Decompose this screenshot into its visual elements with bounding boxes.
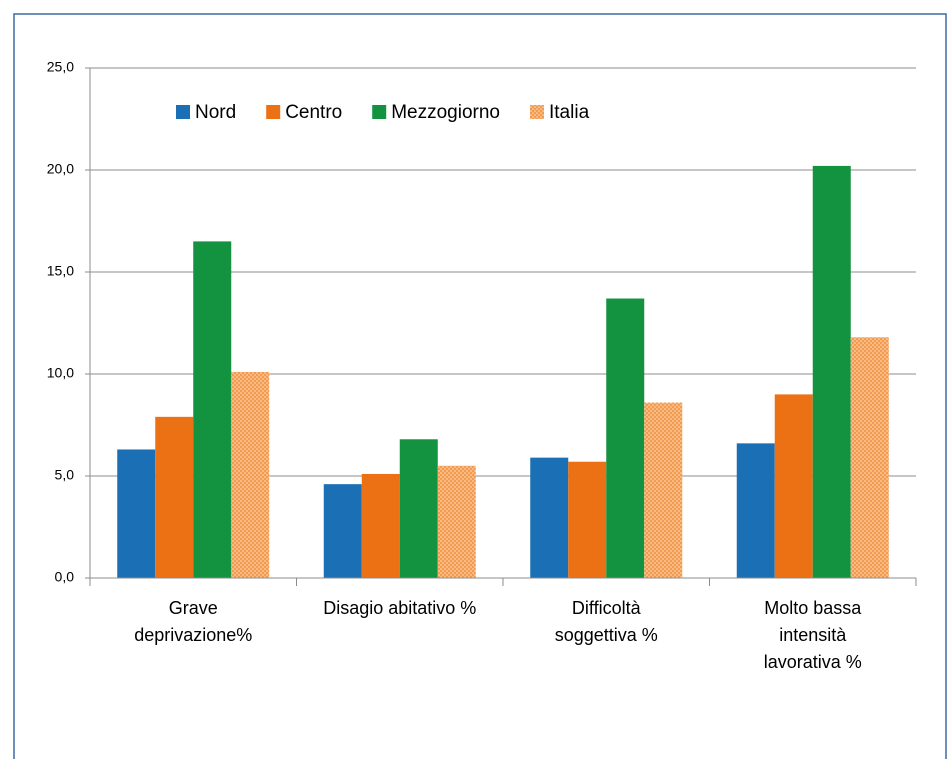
x-tick-label: Disagio abitativo %	[323, 598, 477, 618]
legend-swatch	[266, 105, 281, 119]
bar	[193, 241, 232, 578]
bar	[530, 457, 569, 578]
x-tick-label: Difficoltà soggettiva %	[554, 598, 658, 645]
legend-swatch	[372, 105, 387, 119]
x-tick-label: Grave deprivazione%	[134, 598, 253, 645]
bar	[437, 465, 476, 578]
bar	[644, 402, 683, 578]
legend-swatch	[530, 105, 544, 119]
y-tick-label: 5,0	[55, 467, 75, 483]
bar	[361, 473, 400, 578]
y-tick-label: 25,0	[47, 59, 74, 75]
frame	[13, 13, 947, 759]
bar	[231, 371, 270, 578]
bar	[736, 443, 775, 578]
bar	[568, 461, 607, 578]
bar	[606, 298, 645, 578]
y-tick-label: 0,0	[55, 569, 75, 585]
bar	[399, 439, 438, 578]
y-tick-label: 20,0	[47, 161, 74, 177]
legend-label: Nord	[195, 102, 236, 123]
bar	[774, 394, 813, 578]
bar	[117, 449, 156, 578]
bar	[812, 165, 851, 579]
legend-label: Centro	[285, 102, 342, 123]
y-tick-label: 15,0	[47, 263, 74, 279]
y-tick-label: 10,0	[47, 365, 74, 381]
bar	[155, 416, 194, 578]
legend-swatch	[176, 105, 190, 119]
bar	[323, 484, 362, 578]
x-tick-label: Molto bassa intensità lavorativa %	[763, 598, 862, 672]
legend-label: Mezzogiorno	[391, 102, 500, 123]
bar	[850, 337, 889, 578]
legend-label: Italia	[549, 102, 590, 123]
